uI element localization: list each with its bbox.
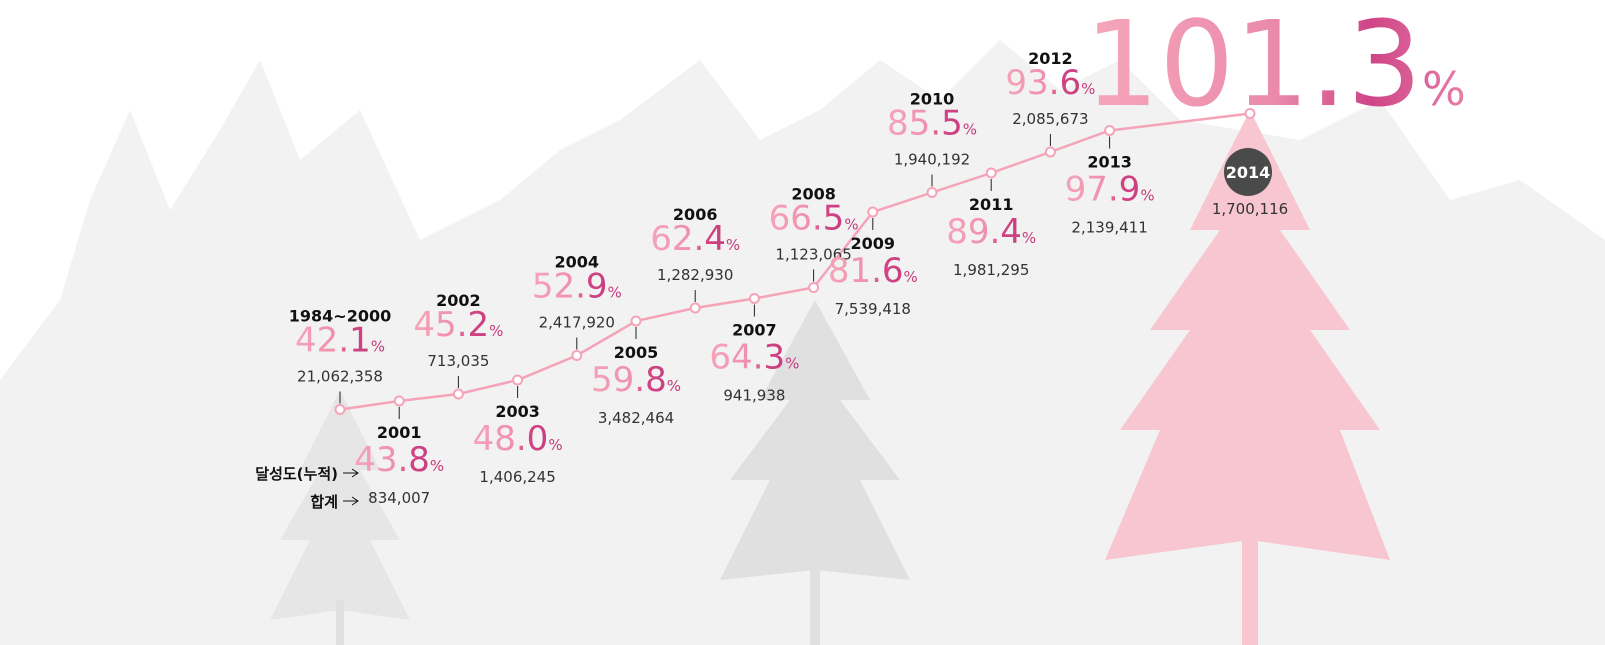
total-label: 1,981,295 — [953, 261, 1029, 279]
percent-value: 66.5 — [769, 199, 845, 239]
percent-unit: % — [430, 457, 444, 475]
percent-value: 45.2 — [413, 305, 489, 345]
total-label: 3,482,464 — [598, 409, 674, 427]
point — [928, 188, 937, 197]
point — [513, 376, 522, 385]
total-label: 1,700,116 — [1212, 200, 1288, 218]
total-label: 1,406,245 — [479, 468, 555, 486]
percent-value: 48.0 — [473, 419, 549, 459]
chart: 달성도(누적) 합계 1984~200042.1%21,062,35820014… — [0, 0, 1605, 645]
total-label: 2,417,920 — [539, 314, 615, 332]
year-label: 2014 — [1226, 163, 1271, 182]
percent-value: 85.5 — [887, 104, 963, 144]
total-label: 713,035 — [427, 352, 489, 370]
percent-unit: % — [963, 121, 977, 139]
total-label: 2,085,673 — [1012, 110, 1088, 128]
point — [987, 169, 996, 178]
total-label: 1,940,192 — [894, 151, 970, 169]
legend-label: 달성도(누적) — [255, 465, 338, 483]
total-label: 834,007 — [368, 489, 430, 507]
percent-unit: % — [726, 236, 740, 254]
total-label: 2,139,411 — [1071, 219, 1147, 237]
percent-unit: % — [1022, 229, 1036, 247]
point — [809, 283, 818, 292]
percent-value: 59.8 — [591, 360, 667, 400]
point — [691, 304, 700, 313]
headline-percent: 101.3% — [1084, 0, 1466, 133]
percent-value: 81.6 — [828, 251, 904, 291]
percent-unit: % — [667, 377, 681, 395]
total-label: 1,282,930 — [657, 266, 733, 284]
point — [868, 208, 877, 217]
percent-value: 62.4 — [650, 219, 726, 259]
total-label: 21,062,358 — [297, 368, 383, 386]
point — [750, 294, 759, 303]
point — [632, 317, 641, 326]
percent-value: 52.9 — [532, 267, 608, 307]
percent-value: 64.3 — [709, 338, 785, 378]
percent-value: 42.1 — [295, 321, 371, 361]
percent-value: 93.6 — [1005, 63, 1081, 103]
percent-value: 43.8 — [354, 440, 430, 480]
percent-value: 97.9 — [1065, 170, 1141, 210]
percent-unit: % — [904, 268, 918, 286]
point — [454, 390, 463, 399]
percent-unit: % — [608, 284, 622, 302]
point — [395, 397, 404, 406]
legend-label: 합계 — [310, 493, 338, 511]
point — [1046, 148, 1055, 157]
point — [336, 405, 345, 414]
percent-unit: % — [371, 338, 385, 356]
percent-value: 89.4 — [946, 212, 1022, 252]
percent-unit: % — [785, 355, 799, 373]
percent-unit: % — [844, 216, 858, 234]
percent-label: 93.6% — [1005, 63, 1095, 103]
percent-unit: % — [1422, 62, 1466, 116]
percent-unit: % — [548, 436, 562, 454]
point — [1246, 109, 1255, 118]
point — [572, 351, 581, 360]
total-label: 941,938 — [723, 387, 785, 405]
percent-unit: % — [489, 322, 503, 340]
total-label: 7,539,418 — [835, 300, 911, 318]
percent-unit: % — [1140, 187, 1154, 205]
